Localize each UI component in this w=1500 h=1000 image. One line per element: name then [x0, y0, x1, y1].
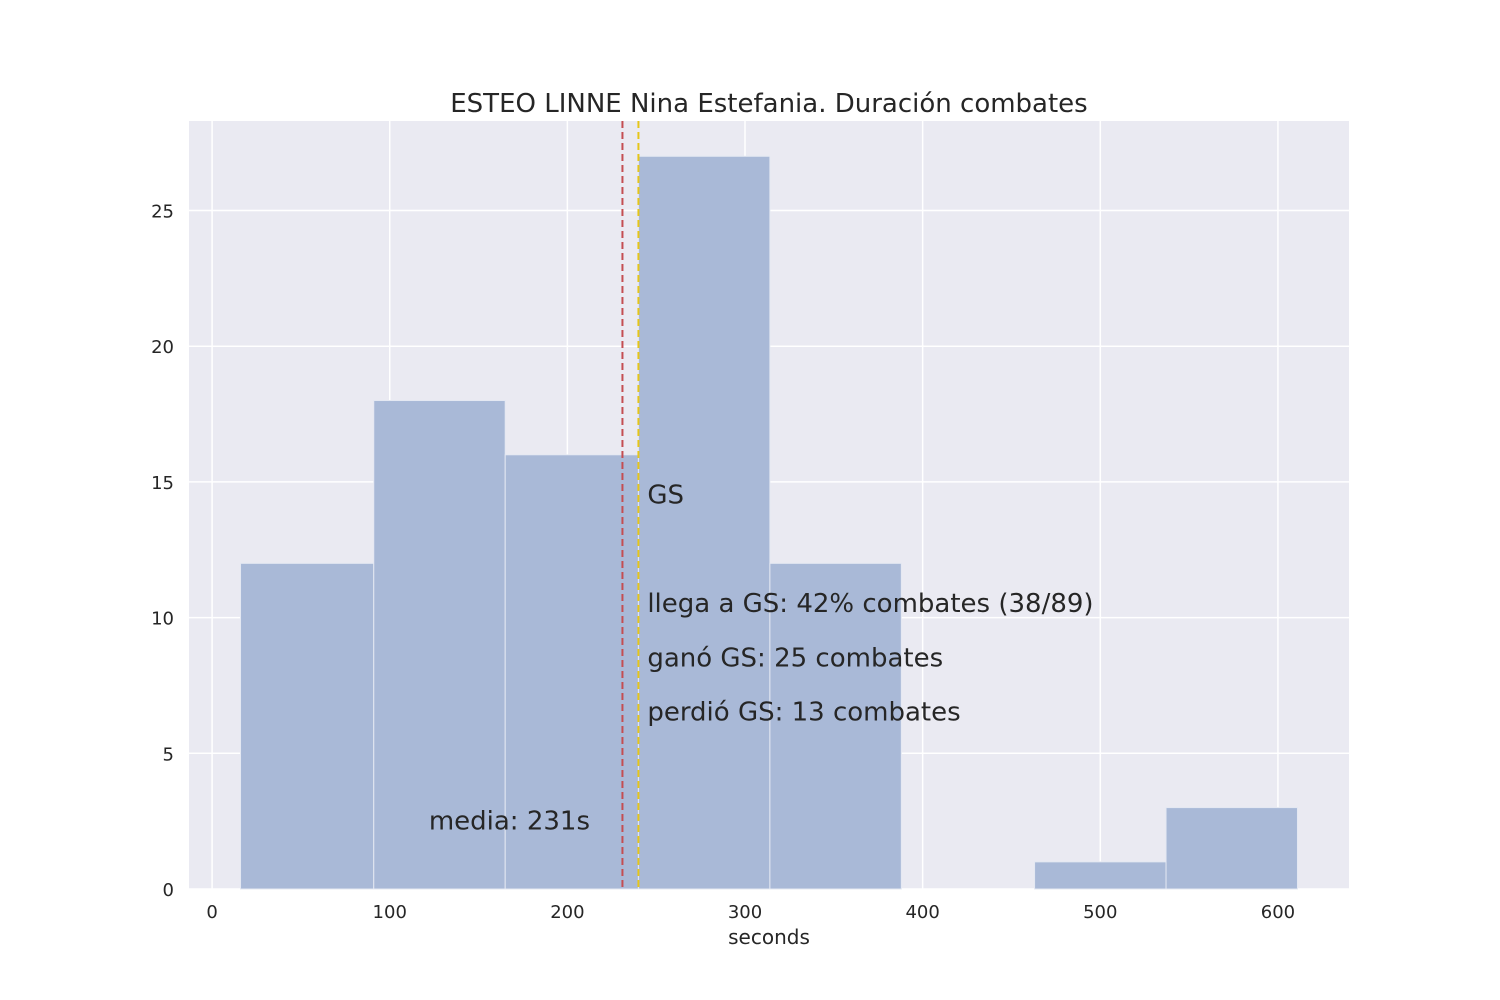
chart-title: ESTEO LINNE Nina Estefania. Duración com…: [450, 89, 1087, 119]
annotation-0: media: 231s: [429, 806, 590, 836]
annotation-4: perdió GS: 13 combates: [647, 698, 960, 728]
reference-lines: [621, 121, 640, 889]
histogram-bar-6: [1034, 861, 1167, 890]
histogram-bar-4: [769, 562, 902, 890]
histogram-bar-3: [637, 155, 771, 890]
annotation-2: llega a GS: 42% combates (38/89): [647, 589, 1093, 619]
x-tick-label: 100: [373, 902, 407, 923]
y-tick-label: 20: [151, 337, 174, 358]
x-tick-label: 200: [550, 902, 584, 923]
x-tick-label: 400: [905, 902, 939, 923]
histogram-bar-7: [1165, 807, 1298, 890]
annotation-1: GS: [647, 481, 684, 511]
annotations: media: 231s GS llega a GS: 42% combates (3…: [429, 481, 1094, 837]
histogram-bar-1: [373, 400, 506, 890]
y-tick-label: 0: [163, 880, 174, 901]
annotation-3: ganó GS: 25 combates: [647, 643, 943, 673]
histogram-bars: [240, 155, 1298, 890]
axis-ticks: 0 100 200 300 400 500 600 0 5 10 15 20 25: [151, 202, 1295, 923]
y-tick-label: 5: [163, 744, 174, 765]
y-tick-label: 10: [151, 609, 174, 630]
x-axis-label: seconds: [728, 925, 810, 949]
x-tick-label: 500: [1083, 902, 1117, 923]
histogram-bar-2: [504, 454, 639, 890]
x-tick-label: 600: [1261, 902, 1295, 923]
histogram-bar-0: [240, 562, 375, 890]
x-tick-label: 300: [728, 902, 762, 923]
y-tick-label: 25: [151, 202, 174, 223]
x-tick-label: 0: [206, 902, 217, 923]
y-tick-label: 15: [151, 473, 174, 494]
